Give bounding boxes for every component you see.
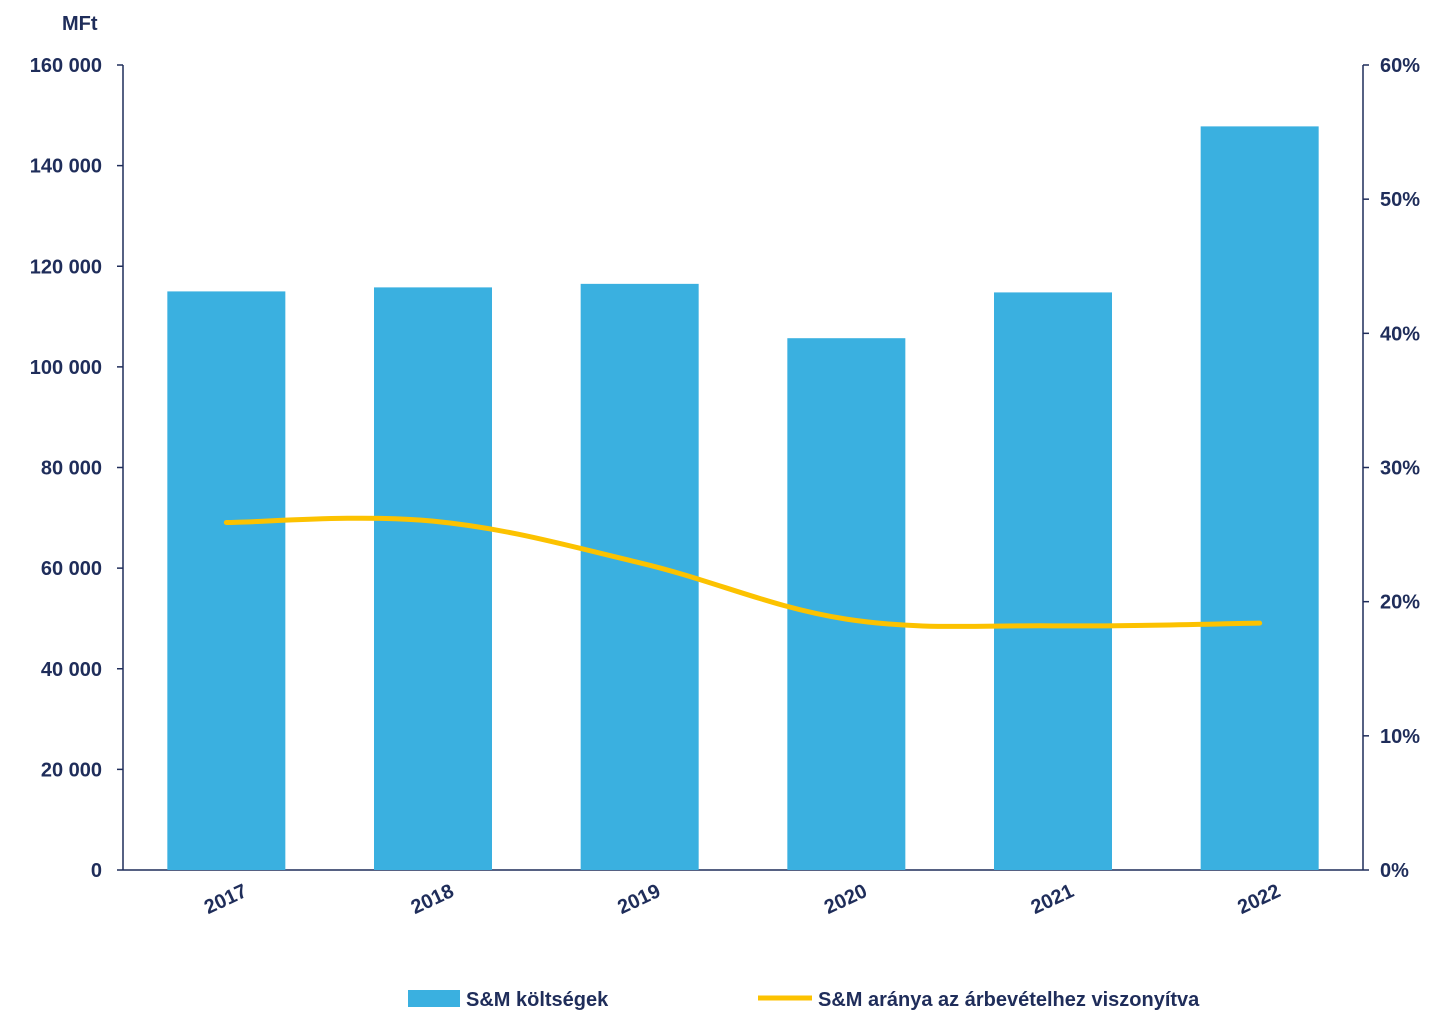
right-tick-label: 30% <box>1380 458 1420 480</box>
left-tick-label: 160 000 <box>30 55 102 77</box>
category-labels: 2017 2018 2019 2020 2021 2022 <box>201 880 1284 919</box>
bar-2019 <box>580 283 699 870</box>
bar-2020 <box>787 338 906 870</box>
right-tick-label: 60% <box>1380 55 1420 77</box>
legend-label-line: S&M aránya az árbevételhez viszonyítva <box>818 989 1200 1011</box>
right-tick-label: 0% <box>1380 860 1409 882</box>
category-label: 2018 <box>408 880 458 919</box>
left-tick-label: 40 000 <box>41 659 102 681</box>
bar-2022 <box>1200 126 1319 871</box>
bar-2018 <box>374 287 492 871</box>
category-label: 2022 <box>1234 880 1284 919</box>
category-label: 2017 <box>201 880 251 919</box>
left-tick-label: 60 000 <box>41 558 102 580</box>
category-label: 2020 <box>821 880 871 919</box>
left-tick-label: 120 000 <box>30 256 102 278</box>
legend-label-bar: S&M költségek <box>466 989 609 1011</box>
left-axis: 0 20 000 40 000 60 000 80 000 100 000 120 000 1… <box>30 55 1363 882</box>
legend-swatch-bar <box>408 990 460 1007</box>
legend: S&M költségek S&M aránya az árbevételhez… <box>408 989 1200 1011</box>
category-label: 2019 <box>614 880 664 919</box>
right-tick-label: 20% <box>1380 592 1420 614</box>
bar-2021 <box>994 292 1112 871</box>
right-tick-label: 50% <box>1380 189 1420 211</box>
line-series <box>223 515 1263 629</box>
right-tick-label: 40% <box>1380 323 1420 345</box>
left-tick-label: 140 000 <box>30 156 102 178</box>
right-axis: 0% 10% 20% 30% 40% 50% 60% <box>1362 55 1420 882</box>
bar-2017 <box>167 291 286 870</box>
left-tick-label: 100 000 <box>30 357 102 379</box>
left-tick-label: 80 000 <box>41 458 102 480</box>
bar-series <box>167 126 1319 871</box>
line-path <box>223 515 1263 629</box>
left-tick-label: 0 <box>91 860 102 882</box>
category-label: 2021 <box>1028 880 1078 919</box>
left-axis-unit: MFt <box>62 13 98 35</box>
right-tick-label: 10% <box>1380 726 1420 748</box>
left-tick-label: 20 000 <box>41 759 102 781</box>
